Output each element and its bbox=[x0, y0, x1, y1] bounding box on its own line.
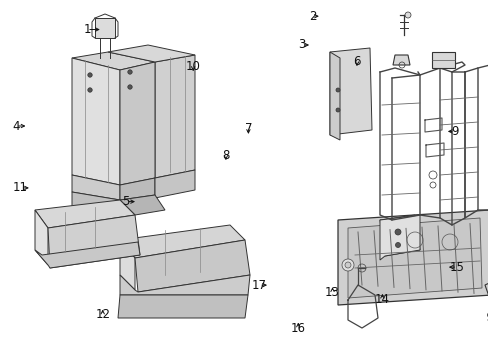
Polygon shape bbox=[484, 278, 488, 305]
Polygon shape bbox=[120, 195, 164, 215]
Text: 4: 4 bbox=[12, 120, 20, 132]
Text: 17: 17 bbox=[251, 279, 266, 292]
Polygon shape bbox=[329, 48, 371, 135]
Polygon shape bbox=[379, 215, 419, 260]
Text: 1: 1 bbox=[83, 23, 91, 36]
Text: 5: 5 bbox=[122, 195, 130, 208]
Polygon shape bbox=[431, 52, 454, 68]
Polygon shape bbox=[155, 170, 195, 198]
Circle shape bbox=[394, 229, 400, 235]
Text: 12: 12 bbox=[95, 309, 110, 321]
Text: 14: 14 bbox=[374, 293, 389, 306]
Text: 10: 10 bbox=[185, 60, 200, 73]
Polygon shape bbox=[120, 240, 135, 290]
Polygon shape bbox=[72, 52, 155, 70]
Polygon shape bbox=[347, 218, 481, 298]
Circle shape bbox=[335, 108, 339, 112]
Polygon shape bbox=[337, 210, 488, 305]
Polygon shape bbox=[35, 200, 135, 228]
Polygon shape bbox=[120, 178, 155, 200]
Text: 3: 3 bbox=[298, 39, 305, 51]
Text: 11: 11 bbox=[13, 181, 28, 194]
Polygon shape bbox=[120, 225, 244, 258]
Polygon shape bbox=[379, 215, 419, 256]
Polygon shape bbox=[120, 275, 249, 295]
Text: 8: 8 bbox=[222, 149, 229, 162]
Polygon shape bbox=[35, 242, 140, 268]
Polygon shape bbox=[72, 175, 120, 200]
Circle shape bbox=[404, 12, 410, 18]
Polygon shape bbox=[108, 45, 195, 62]
Text: 6: 6 bbox=[352, 55, 360, 68]
Polygon shape bbox=[72, 192, 135, 215]
Circle shape bbox=[335, 88, 339, 92]
Polygon shape bbox=[48, 215, 140, 268]
Polygon shape bbox=[329, 52, 339, 140]
Text: 16: 16 bbox=[290, 322, 305, 335]
Polygon shape bbox=[155, 55, 195, 178]
Text: 9: 9 bbox=[450, 125, 458, 138]
Circle shape bbox=[487, 312, 488, 318]
Circle shape bbox=[341, 259, 353, 271]
Text: 7: 7 bbox=[244, 122, 252, 135]
Polygon shape bbox=[35, 210, 48, 265]
Circle shape bbox=[127, 85, 132, 89]
Polygon shape bbox=[392, 55, 409, 65]
Polygon shape bbox=[120, 62, 155, 185]
Text: 2: 2 bbox=[308, 10, 316, 23]
Circle shape bbox=[88, 73, 92, 77]
Polygon shape bbox=[118, 295, 247, 318]
Circle shape bbox=[88, 88, 92, 92]
Polygon shape bbox=[95, 18, 115, 38]
Text: 13: 13 bbox=[325, 286, 339, 299]
Circle shape bbox=[345, 262, 350, 268]
Polygon shape bbox=[72, 58, 120, 185]
Circle shape bbox=[395, 243, 400, 248]
Circle shape bbox=[127, 70, 132, 74]
Polygon shape bbox=[135, 240, 249, 292]
Text: 15: 15 bbox=[449, 261, 464, 274]
